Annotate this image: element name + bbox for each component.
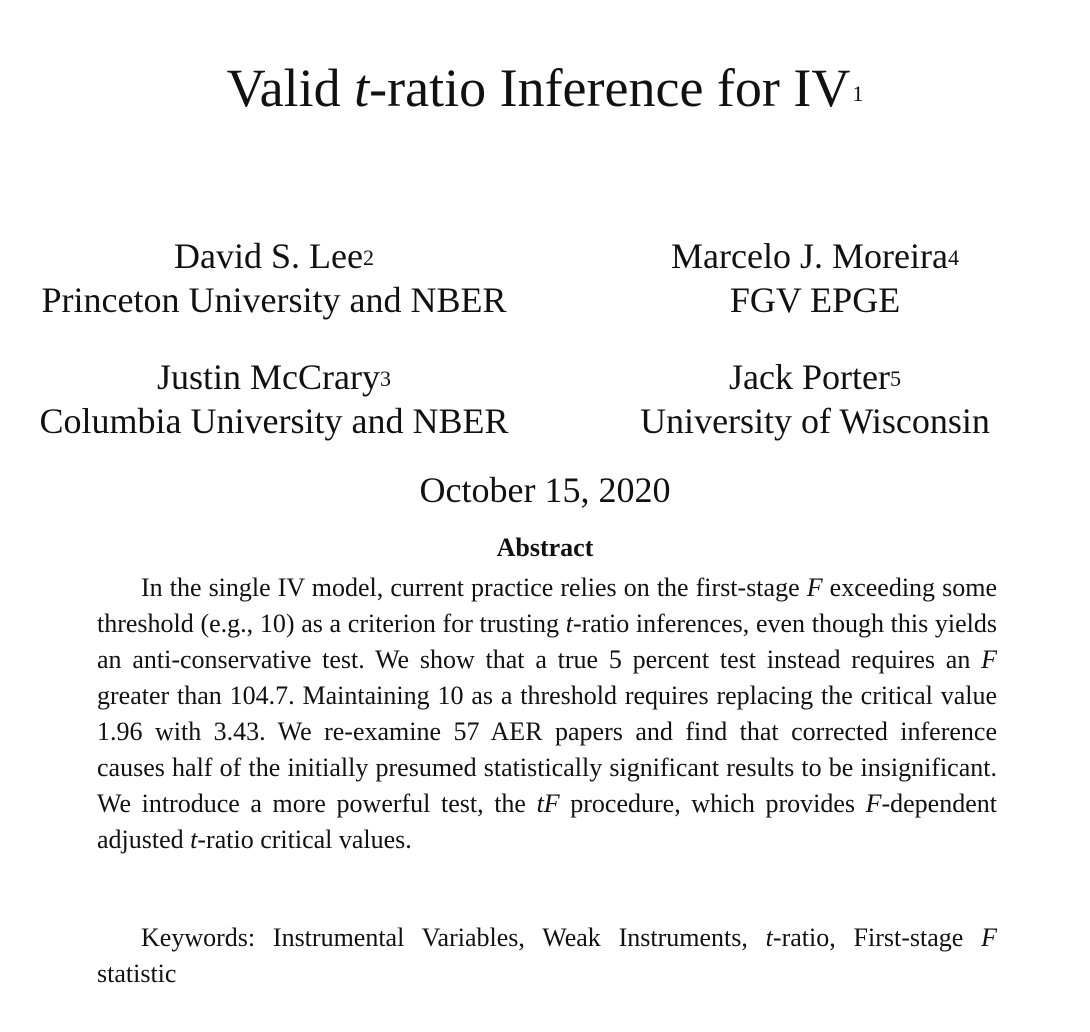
author-block-porter: Jack Porter5 University of Wisconsin xyxy=(580,355,1050,443)
abstract-italic-term: tF xyxy=(536,789,560,818)
keywords-text: -ratio, First-stage xyxy=(772,923,982,952)
author-block-mccrary: Justin McCrary3 Columbia University and … xyxy=(14,355,534,443)
title-footnote-mark: 1 xyxy=(852,81,864,106)
abstract-italic-term: t xyxy=(190,825,198,854)
author-name: David S. Lee2 xyxy=(14,234,534,278)
author-affiliation: University of Wisconsin xyxy=(640,401,990,441)
abstract-text: -ratio critical values. xyxy=(197,825,412,854)
author-name-text: David S. Lee xyxy=(174,236,363,276)
abstract-body: In the single IV model, current practice… xyxy=(97,570,997,858)
paper-date: October 15, 2020 xyxy=(419,470,671,510)
author-footnote-mark: 2 xyxy=(362,245,374,270)
abstract-italic-term: F xyxy=(806,573,823,602)
author-name-text: Marcelo J. Moreira xyxy=(671,236,948,276)
author-affiliation: Columbia University and NBER xyxy=(39,401,509,441)
abstract-italic-term: t xyxy=(565,609,573,638)
abstract-text: greater than 104.7. Maintaining 10 as a … xyxy=(97,681,997,818)
keywords-text: Keywords: Instrumental Variables, Weak I… xyxy=(141,923,766,952)
author-footnote-mark: 4 xyxy=(947,245,959,270)
author-footnote-mark: 5 xyxy=(889,366,901,391)
author-affiliation: Princeton University and NBER xyxy=(41,280,507,320)
keywords-italic-term: F xyxy=(981,923,997,952)
author-name: Justin McCrary3 xyxy=(14,355,534,399)
abstract-text: -dependent adjusted xyxy=(97,789,997,854)
author-name-text: Justin McCrary xyxy=(157,357,380,397)
author-name: Marcelo J. Moreira4 xyxy=(580,234,1050,278)
abstract-italic-term: F xyxy=(865,789,882,818)
keywords-text: statistic xyxy=(97,959,177,988)
abstract-text: In the single IV model, current practice… xyxy=(141,573,807,602)
title-italic-t: t xyxy=(354,58,370,118)
keywords-line: Keywords: Instrumental Variables, Weak I… xyxy=(97,920,997,992)
author-footnote-mark: 3 xyxy=(379,366,391,391)
author-block-moreira: Marcelo J. Moreira4 FGV EPGE xyxy=(580,234,1050,322)
paper-title: Valid t-ratio Inference for IV1 xyxy=(0,56,1090,120)
title-prefix: Valid xyxy=(226,58,355,118)
title-suffix: -ratio Inference for IV xyxy=(369,58,851,118)
author-name-text: Jack Porter xyxy=(729,357,890,397)
abstract-text: exceeding some threshold (e.g., 10) as a… xyxy=(97,573,998,638)
abstract-text: -ratio inferences, even though this yiel… xyxy=(97,609,997,674)
abstract-italic-term: F xyxy=(981,645,997,674)
author-block-lee: David S. Lee2 Princeton University and N… xyxy=(14,234,534,322)
author-affiliation: FGV EPGE xyxy=(729,280,901,320)
abstract-heading: Abstract xyxy=(496,533,594,562)
keywords-italic-term: t xyxy=(765,923,773,952)
author-name: Jack Porter5 xyxy=(580,355,1050,399)
abstract-text: procedure, which provides xyxy=(559,789,866,818)
